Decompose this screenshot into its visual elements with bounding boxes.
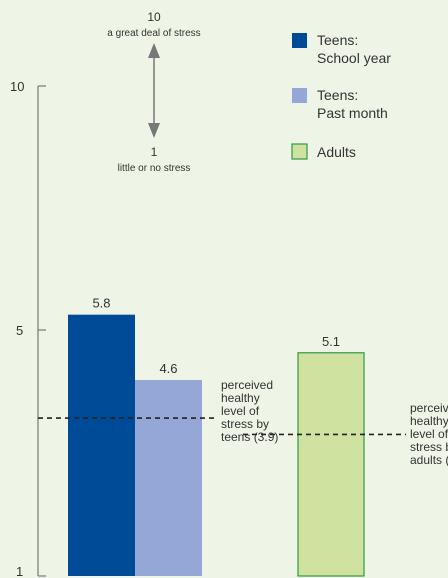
legend-swatch-teens-school-year xyxy=(292,33,307,48)
bar-teens-school-year xyxy=(68,314,135,576)
reference-label-line: stress by xyxy=(221,417,269,431)
reference-label-line: perceived xyxy=(221,378,273,392)
y-tick-label-10: 10 xyxy=(10,79,24,94)
scale-bottom-value: 1 xyxy=(151,145,158,159)
reference-label-line: adults (3.6) xyxy=(410,453,448,467)
legend-label-teens-past-month-1: Teens: xyxy=(317,87,358,103)
legend-label-teens-school-year-2: School year xyxy=(317,50,391,66)
y-tick-label-5: 5 xyxy=(16,323,23,338)
legend-label-adults: Adults xyxy=(317,144,356,160)
bar-value-label-teens-past-month: 4.6 xyxy=(159,361,177,376)
y-tick-label-1: 1 xyxy=(16,564,23,578)
scale-arrow-down-icon xyxy=(148,123,160,138)
reference-label-line: stress by xyxy=(410,440,448,454)
bar-teens-past-month xyxy=(135,380,202,576)
bar-adults xyxy=(297,352,365,577)
reference-label-teens: perceived healthy level of stress by teens (… xyxy=(221,378,278,444)
legend-swatch-teens-past-month xyxy=(292,88,307,103)
scale-top-value: 10 xyxy=(147,10,161,24)
reference-label-line: teens (3.9) xyxy=(221,430,278,444)
reference-label-line: healthy xyxy=(221,391,260,405)
scale-arrow-up-icon xyxy=(148,43,160,58)
bar-value-label-teens-school-year: 5.8 xyxy=(92,296,110,311)
legend-swatch-adults xyxy=(291,143,308,160)
scale-bottom-label: little or no stress xyxy=(118,163,191,174)
scale-top-label: a great deal of stress xyxy=(107,28,200,39)
reference-label-line: level of xyxy=(410,427,448,441)
reference-label-line: perceived xyxy=(410,401,448,415)
bar-value-label-adults: 5.1 xyxy=(322,334,340,349)
reference-label-line: level of xyxy=(221,404,260,418)
legend-label-teens-school-year-1: Teens: xyxy=(317,32,358,48)
reference-label-line: healthy xyxy=(410,414,448,428)
legend-label-teens-past-month-2: Past month xyxy=(317,105,388,121)
